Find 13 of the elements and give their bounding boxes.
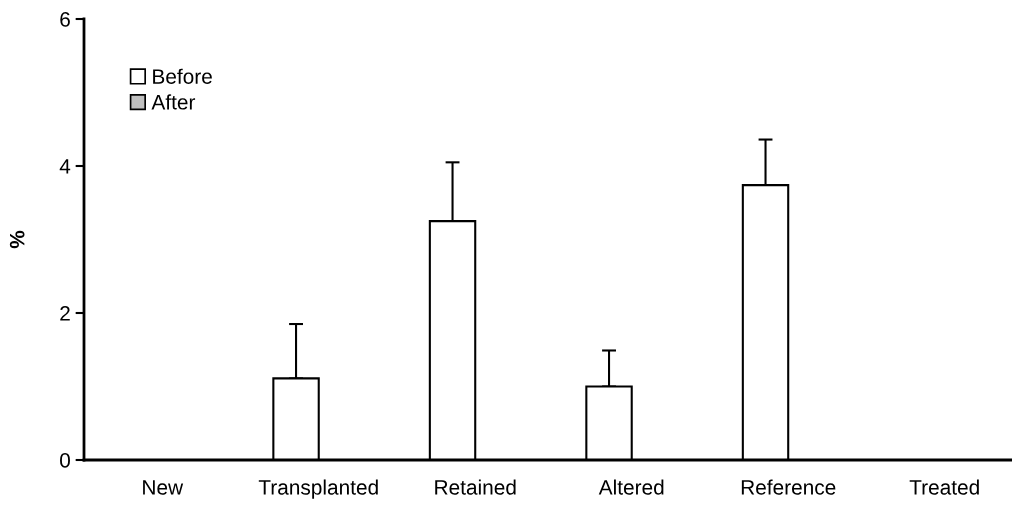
y-tick-label: 0 bbox=[60, 453, 70, 468]
x-tick-label: Transplanted bbox=[258, 479, 378, 499]
x-tick-label: Reference bbox=[741, 479, 836, 495]
y-tick-label: 4 bbox=[59, 159, 71, 174]
x-tick-label: New bbox=[143, 480, 184, 495]
y-axis-title: % bbox=[9, 230, 25, 249]
legend-label: Before bbox=[153, 68, 212, 84]
x-tick-label: Treated bbox=[909, 479, 979, 495]
legend-label: After bbox=[151, 94, 196, 110]
x-tick-label: Altered bbox=[598, 479, 664, 495]
y-tick-label: 2 bbox=[60, 306, 70, 321]
y-tick-label: 6 bbox=[60, 12, 70, 27]
x-tick-label: Retained bbox=[435, 479, 516, 495]
